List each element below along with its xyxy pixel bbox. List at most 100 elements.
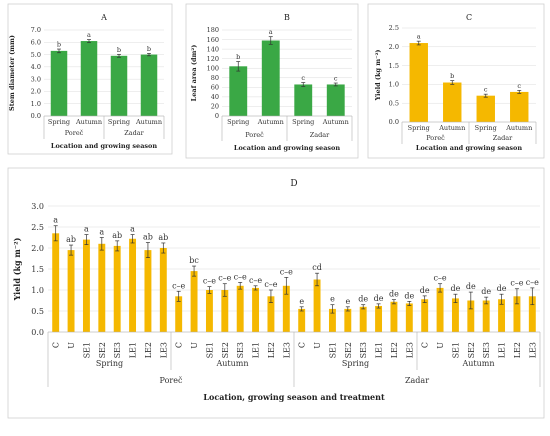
panel-frame-c (367, 3, 545, 159)
x-tick-label: SE2 (98, 342, 107, 358)
bar (261, 40, 280, 117)
x-tick-label: Spring (48, 118, 70, 126)
y-tick-label: 4.0 (31, 63, 41, 71)
x-tick-label: Spring (408, 124, 430, 132)
x-tick-label: LE3 (405, 342, 414, 358)
x-axis-title: Location and growing season (51, 142, 158, 150)
bar (451, 298, 459, 332)
significance-letter: b (117, 46, 121, 54)
x-tick-label: U (67, 342, 76, 349)
x-tick-label: Spring (475, 124, 497, 132)
significance-letter: e (299, 297, 304, 306)
x-tick-label: SE2 (221, 342, 230, 358)
significance-letter: b (236, 53, 240, 61)
x-tick-label: SE1 (205, 342, 214, 358)
x-tick-label: Autumn (505, 124, 532, 132)
bar (298, 308, 306, 332)
x-tick-label: U (313, 342, 322, 349)
bar (421, 299, 429, 332)
group-label: Zadar (310, 131, 330, 139)
bar (236, 285, 244, 332)
x-tick-label: C (52, 342, 61, 348)
bar (498, 299, 506, 332)
significance-letter: a (417, 33, 421, 41)
significance-letter: c–e (510, 279, 523, 288)
group-label: Zadar (493, 134, 513, 142)
significance-letter: de (404, 291, 414, 300)
x-axis-title: Location, growing season and treatment (203, 392, 385, 402)
significance-letter: a (99, 228, 104, 237)
group-label: Poreč (245, 131, 264, 139)
x-tick-label: C (175, 342, 184, 348)
x-tick-label: LE2 (267, 342, 276, 358)
y-tick-label: 60 (211, 84, 219, 92)
bar (359, 306, 367, 332)
significance-letter: c–e (280, 267, 293, 276)
significance-letter: de (451, 284, 461, 293)
bar (82, 239, 90, 332)
panel-title: C (466, 13, 472, 22)
x-tick-label: LE3 (528, 342, 537, 358)
significance-letter: c (484, 86, 488, 94)
x-tick-label: SE1 (328, 342, 337, 358)
bar (113, 245, 121, 332)
significance-letter: c–e (433, 274, 446, 283)
significance-letter: ab (143, 233, 153, 242)
y-tick-label: 2.0 (389, 43, 399, 51)
bar (98, 243, 106, 332)
bar (52, 233, 60, 332)
season-label: Autumn (461, 359, 494, 368)
bar (67, 250, 75, 332)
significance-letter: de (466, 282, 476, 291)
y-tick-label: 160 (207, 36, 219, 44)
bar (344, 308, 352, 332)
y-tick-label: 1.5 (31, 265, 44, 274)
y-tick-label: 180 (207, 26, 219, 34)
x-tick-label: LE2 (390, 342, 399, 358)
x-axis-title: Location and growing season (416, 144, 523, 152)
x-tick-label: LE3 (282, 342, 291, 358)
significance-letter: c–e (249, 276, 262, 285)
y-tick-label: 5.0 (31, 51, 41, 59)
bar (129, 238, 137, 332)
bar (252, 287, 260, 332)
bar (140, 54, 158, 116)
bar (205, 290, 213, 332)
x-tick-label: U (436, 342, 445, 349)
bar (50, 50, 68, 117)
x-tick-label: C (421, 342, 430, 348)
x-tick-label: SE2 (467, 342, 476, 358)
significance-letter: e (330, 295, 335, 304)
panel-title: D (290, 179, 297, 189)
bar (375, 305, 383, 332)
y-tick-label: 0.0 (31, 112, 41, 120)
x-tick-label: SE3 (236, 342, 245, 358)
significance-letter: de (389, 290, 399, 299)
y-tick-label: 2.0 (31, 244, 44, 253)
significance-letter: c–e (172, 281, 185, 290)
bar (476, 95, 495, 122)
bar (405, 303, 413, 332)
y-tick-label: 1.0 (31, 286, 44, 295)
x-tick-label: SE1 (451, 342, 460, 358)
significance-letter: bc (189, 256, 199, 265)
panel-frame-d (7, 167, 545, 419)
x-tick-label: Autumn (135, 118, 162, 126)
significance-letter: a (87, 31, 91, 39)
panel-c: C 0.0 0.5 1.0 1.5 2.0 2.5 Yield (kg m⁻²) a Spring… (367, 3, 545, 159)
x-tick-label: LE3 (159, 342, 168, 358)
y-tick-label: 3.0 (31, 202, 44, 211)
y-tick-label: 2.0 (31, 88, 41, 96)
group-label: Poreč (426, 134, 445, 142)
significance-letter: ab (112, 231, 122, 240)
significance-letter: a (53, 216, 58, 225)
bar (436, 287, 444, 332)
group-label: Zadar (124, 129, 144, 137)
significance-letter: a (84, 225, 89, 234)
y-tick-label: 0.5 (31, 307, 44, 316)
bar (510, 91, 529, 122)
y-axis-title: Leaf area (dm²) (190, 45, 198, 102)
x-tick-label: LE1 (252, 342, 261, 358)
